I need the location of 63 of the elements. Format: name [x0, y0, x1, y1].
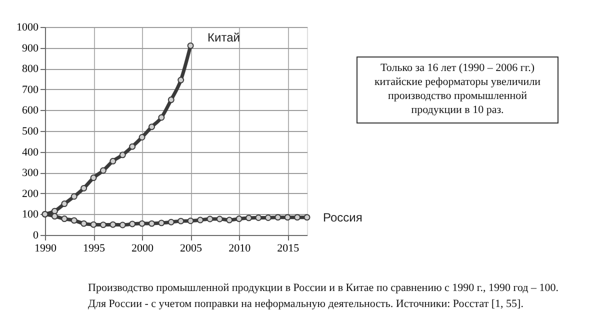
- point: [178, 76, 184, 84]
- point: [264, 214, 272, 221]
- point: [138, 220, 146, 227]
- point: [138, 134, 146, 140]
- point: [197, 216, 204, 224]
- point: [129, 143, 136, 150]
- x-tick-label: 2000: [132, 242, 154, 254]
- point: [129, 220, 136, 228]
- point: [100, 167, 106, 174]
- point: [187, 42, 194, 49]
- point: [51, 208, 58, 214]
- point: [168, 96, 174, 104]
- point: [206, 216, 214, 222]
- point: [119, 152, 126, 158]
- point: [168, 218, 174, 226]
- point: [178, 218, 184, 224]
- point: [274, 214, 282, 221]
- y-tick-label: 200: [22, 188, 39, 200]
- point: [216, 216, 223, 222]
- point: [236, 216, 242, 222]
- point: [187, 218, 194, 224]
- y-tick-label: 0: [33, 230, 39, 242]
- point: [110, 158, 116, 164]
- point: [80, 184, 88, 192]
- point: [90, 221, 97, 228]
- series-label: Россия: [323, 210, 362, 224]
- point: [226, 216, 233, 224]
- point: [284, 214, 291, 221]
- x-tick-label: 1990: [34, 242, 57, 254]
- point: [61, 200, 68, 208]
- point: [51, 213, 58, 220]
- point: [148, 220, 155, 227]
- point: [255, 214, 262, 221]
- point: [294, 214, 301, 221]
- point: [100, 222, 106, 228]
- series-label: Китай: [208, 30, 240, 45]
- point: [70, 217, 78, 224]
- y-tick-label: 300: [22, 167, 39, 180]
- point: [90, 174, 97, 182]
- x-tick-label: 1995: [83, 242, 106, 254]
- point: [80, 220, 88, 227]
- y-tick-label: 600: [22, 104, 39, 117]
- y-tick-label: 900: [22, 42, 39, 54]
- x-tick-label: 2005: [180, 242, 203, 254]
- x-tick-label: 2015: [277, 242, 300, 254]
- point: [70, 193, 78, 200]
- y-tick-label: 500: [22, 126, 39, 138]
- point: [246, 214, 252, 222]
- point: [119, 222, 126, 228]
- point: [158, 220, 165, 226]
- text: Производство промышленной продукции в России и в Китае по сравнению с 1990 г., 1990 год – 100. Для России - с учетом поправки на неформальную деятельность. Источники: Росстат [1, 55].: [88, 282, 559, 310]
- point: [158, 114, 165, 121]
- text: Только за 16 лет (1990 – 2006 гг.) китайские реформаторы увеличили производство промышленной продукции в 10 раз.: [374, 62, 541, 116]
- y-tick-label: 100: [22, 208, 39, 221]
- y-tick-label: 400: [22, 146, 39, 158]
- point: [61, 216, 68, 222]
- point: [110, 221, 116, 228]
- y-tick-label: 700: [22, 84, 39, 96]
- point: [148, 124, 155, 130]
- x-tick-label: 2010: [228, 242, 252, 254]
- y-tick-label: 800: [22, 63, 39, 76]
- y-tick-label: 1000: [16, 22, 39, 34]
- point: [304, 214, 310, 221]
